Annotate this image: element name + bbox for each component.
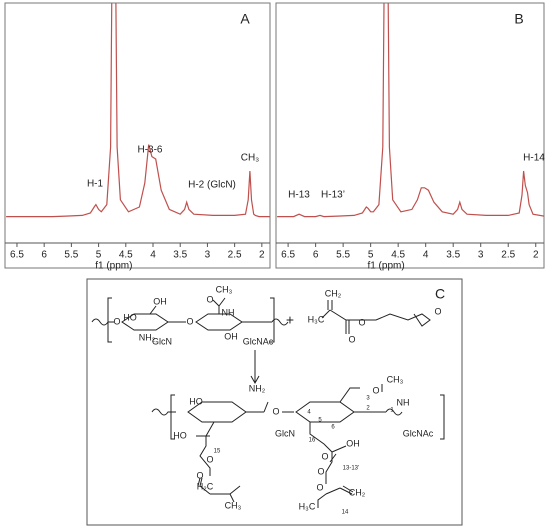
panel-label: A [240, 11, 250, 27]
structure-label: O [206, 454, 213, 464]
structure-label: O [196, 470, 203, 480]
panel-label: B [514, 11, 523, 27]
structure-label: HO [189, 396, 203, 406]
structure-label: O [206, 294, 213, 304]
x-tick-label: 3 [478, 250, 484, 261]
structure-label: HO [123, 312, 137, 322]
x-tick-label: 3.5 [173, 250, 187, 261]
panel-c-frame [86, 278, 463, 526]
x-tick-label: 2.5 [501, 250, 515, 261]
structure-label: 3 [366, 396, 370, 402]
x-tick-label: 4.5 [119, 250, 133, 261]
structure-label: O [317, 466, 324, 476]
plot-frame [275, 2, 545, 269]
structure-label: GlcNAc [243, 336, 274, 346]
structure-label: O [348, 334, 355, 344]
x-tick-label: 4 [423, 250, 429, 261]
spectrum-line [277, 3, 544, 218]
structure-label: O [321, 451, 328, 461]
structure-label: CH₂ [325, 288, 342, 298]
x-tick-label: 5.5 [336, 250, 350, 261]
structure-label: 13-13’ [343, 466, 360, 472]
peak-annotation: H-13’ [321, 190, 345, 201]
peak-annotation: H-14 [523, 153, 545, 164]
structure-label: O [316, 482, 323, 492]
structure-label: GlcNAc [403, 428, 434, 438]
structure-label: H₃C [308, 314, 325, 324]
structure-label: GlcN [152, 336, 172, 346]
structure-label: + [286, 312, 294, 328]
structure-label: CH₃ [225, 500, 242, 510]
x-tick-label: 6 [41, 250, 47, 261]
structure-label: CH₂ [349, 487, 366, 497]
structure-label: NH [397, 397, 410, 407]
structure-label: OH [153, 296, 167, 306]
structure-label: O [113, 316, 120, 326]
structure-label: O [372, 385, 379, 395]
peak-annotation: H-13 [288, 190, 310, 201]
structure-label: OH [224, 331, 238, 341]
peak-annotation: H-2 (GlcN) [188, 180, 236, 191]
structure-label: NH [222, 307, 235, 317]
x-tick-label: 4 [150, 250, 156, 261]
structure-drawing [91, 297, 445, 508]
peak-annotation: H-3-6 [137, 145, 162, 156]
structure-label: NH₂ [139, 332, 156, 342]
x-tick-label: 5.5 [64, 250, 78, 261]
structure-label: 16 [309, 438, 316, 444]
structure-label: NH₂ [249, 383, 266, 393]
structure-label: 15 [214, 449, 221, 455]
structure-label: HO [173, 430, 187, 440]
structure-label: GlcN [275, 428, 295, 438]
structure-label: CH₃ [216, 284, 233, 294]
x-tick-label: 5 [368, 250, 374, 261]
structure-label: 2 [366, 406, 370, 412]
x-tick-label: 4.5 [391, 250, 405, 261]
x-axis-label: f1 (ppm) [95, 261, 132, 272]
structure-label: 4 [307, 410, 311, 416]
x-tick-label: 6.5 [281, 250, 295, 261]
x-tick-label: 2.5 [228, 250, 242, 261]
x-tick-label: 2 [259, 250, 265, 261]
peak-annotation: CH₃ [241, 153, 260, 164]
structure-label: O [272, 406, 279, 416]
structure-label: H₂C [197, 481, 214, 491]
x-tick-label: 3.5 [446, 250, 460, 261]
structure-label: O [358, 317, 365, 327]
panel-label: C [435, 286, 445, 302]
structure-label: CH₃ [387, 374, 404, 384]
structure-label: OH [346, 438, 360, 448]
x-tick-label: 3 [205, 250, 211, 261]
structure-label: 14 [342, 510, 349, 516]
structure-label: H₃C [299, 501, 316, 511]
plot-frame [4, 2, 271, 269]
structure-label: O [186, 316, 193, 326]
x-tick-label: 6.5 [10, 250, 24, 261]
x-axis-label: f1 (ppm) [367, 261, 404, 272]
structure-label: O [434, 306, 441, 316]
spectrum-line [6, 3, 270, 218]
structure-label: 5 [318, 418, 322, 424]
peak-annotation: H-1 [87, 179, 104, 190]
structure-label: 1 [390, 408, 394, 414]
structure-label: 6 [331, 425, 335, 431]
x-tick-label: 6 [313, 250, 319, 261]
x-tick-label: 5 [96, 250, 102, 261]
x-tick-label: 2 [533, 250, 539, 261]
